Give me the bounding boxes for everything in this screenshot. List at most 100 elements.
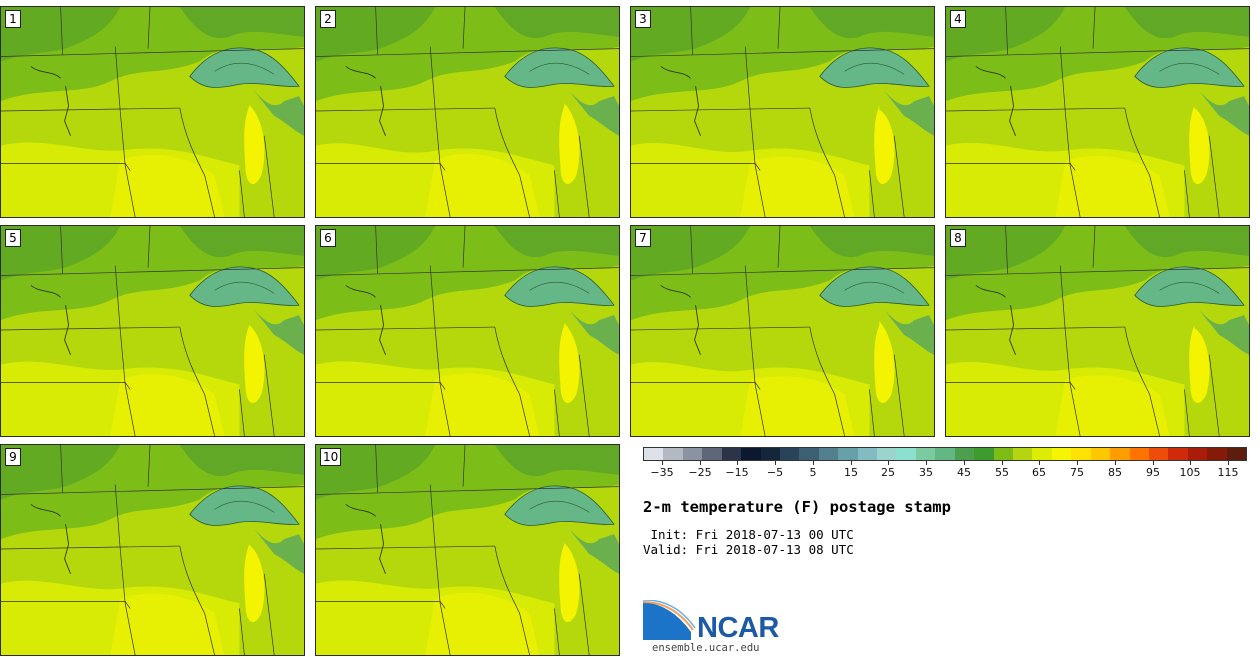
colorbar-segment (1168, 448, 1188, 460)
member-number-label: 10 (320, 448, 342, 466)
ensemble-member-panel: 8 (945, 225, 1250, 437)
colorbar-segment (1071, 448, 1091, 460)
colorbar-segment (954, 448, 975, 460)
temperature-map (1, 7, 304, 217)
logo-wordmark: NCAR (697, 612, 779, 644)
colorbar-segment (1110, 448, 1130, 460)
temperature-map (946, 226, 1249, 436)
ensemble-member-panel: 9 (0, 444, 305, 656)
colorbar-segment (644, 448, 664, 460)
colorbar-segment (1207, 448, 1227, 460)
colorbar-segment (1226, 448, 1247, 460)
colorbar-segment (974, 448, 994, 460)
colorbar-segment (779, 448, 800, 460)
colorbar-tick (964, 461, 965, 465)
member-number-label: 8 (950, 229, 966, 247)
colorbar-tick-label: −35 (650, 466, 674, 479)
member-number-label: 5 (5, 229, 21, 247)
colorbar-tick-label: 115 (1217, 466, 1239, 479)
colorbar-segment (682, 448, 703, 460)
logo-url: ensemble.ucar.edu (652, 642, 760, 654)
colorbar-tick-label: 65 (1032, 466, 1046, 479)
colorbar-tick (1002, 461, 1003, 465)
colorbar-tick-label: 75 (1070, 466, 1084, 479)
colorbar-tick (1077, 461, 1078, 465)
valid-time: Valid: Fri 2018-07-13 08 UTC (643, 542, 854, 557)
temperature-map (1, 445, 304, 655)
temperature-colorbar (643, 447, 1247, 461)
init-time: Init: Fri 2018-07-13 00 UTC (643, 527, 854, 542)
colorbar-segment (877, 448, 897, 460)
colorbar-tick-label: 95 (1146, 466, 1160, 479)
colorbar-tick-label: 15 (844, 466, 858, 479)
temperature-map (316, 226, 619, 436)
member-number-label: 3 (635, 10, 651, 28)
ensemble-member-panel: 1 (0, 6, 305, 218)
colorbar-tick (888, 461, 889, 465)
colorbar-segment (799, 448, 819, 460)
colorbar-tick (1228, 461, 1229, 465)
plot-title: 2-m temperature (F) postage stamp (643, 498, 951, 516)
colorbar-tick-label: 55 (995, 466, 1009, 479)
colorbar-tick (1190, 461, 1191, 465)
member-number-label: 1 (5, 10, 21, 28)
colorbar-tick (851, 461, 852, 465)
colorbar-tick (1115, 461, 1116, 465)
ensemble-member-panel: 5 (0, 225, 305, 437)
colorbar-tick-label: 5 (809, 466, 817, 479)
colorbar-segment (935, 448, 955, 460)
colorbar-segment (818, 448, 839, 460)
colorbar-segment (702, 448, 722, 460)
ensemble-member-panel: 6 (315, 225, 620, 437)
colorbar-segment (1090, 448, 1111, 460)
member-number-label: 2 (320, 10, 336, 28)
ensemble-member-panel: 7 (630, 225, 935, 437)
colorbar-segment (1051, 448, 1072, 460)
colorbar-tick-label: 35 (919, 466, 933, 479)
colorbar-segment (993, 448, 1014, 460)
colorbar-segment (838, 448, 858, 460)
colorbar-tick-label: 45 (957, 466, 971, 479)
colorbar-tick-label: 105 (1179, 466, 1201, 479)
colorbar-tick (1153, 461, 1154, 465)
colorbar-segment (1129, 448, 1149, 460)
colorbar-segment (760, 448, 780, 460)
ncar-logo-icon (643, 600, 696, 640)
ensemble-member-panel: 2 (315, 6, 620, 218)
colorbar-tick-label: −15 (725, 466, 749, 479)
colorbar-segment (721, 448, 742, 460)
member-number-label: 7 (635, 229, 651, 247)
temperature-map (631, 226, 934, 436)
member-number-label: 4 (950, 10, 966, 28)
colorbar-tick-label: 25 (881, 466, 895, 479)
member-number-label: 6 (320, 229, 336, 247)
member-number-label: 9 (5, 448, 21, 466)
colorbar-tick-label: −5 (766, 466, 784, 479)
colorbar-segment (857, 448, 878, 460)
ensemble-member-panel: 10 (315, 444, 620, 656)
colorbar-segment (915, 448, 936, 460)
colorbar-segment (1032, 448, 1052, 460)
temperature-map (316, 445, 619, 655)
colorbar-segment (1013, 448, 1033, 460)
ensemble-member-panel: 4 (945, 6, 1250, 218)
colorbar-tick-label: −25 (688, 466, 712, 479)
temperature-map (631, 7, 934, 217)
colorbar-tick (775, 461, 776, 465)
ensemble-member-panel: 3 (630, 6, 935, 218)
colorbar-tick (700, 461, 701, 465)
colorbar-tick (926, 461, 927, 465)
colorbar-tick-label: 85 (1108, 466, 1122, 479)
temperature-map (1, 226, 304, 436)
colorbar-tick (813, 461, 814, 465)
colorbar-segment (1148, 448, 1169, 460)
colorbar-segment (663, 448, 683, 460)
colorbar-tick (1039, 461, 1040, 465)
colorbar-tick (662, 461, 663, 465)
colorbar-segment (1187, 448, 1208, 460)
colorbar-segment (741, 448, 761, 460)
colorbar-tick (737, 461, 738, 465)
colorbar-segment (896, 448, 916, 460)
temperature-map (316, 7, 619, 217)
